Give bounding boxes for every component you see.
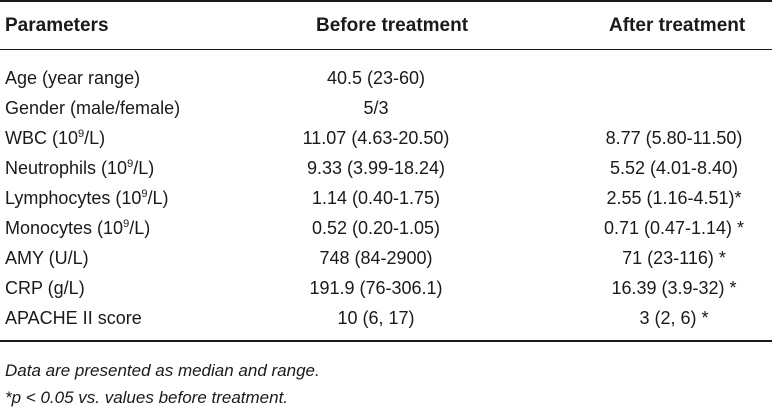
cell-parameter: Lymphocytes (109/L) — [5, 188, 169, 208]
cell-before: 10 (6, 17) — [337, 308, 415, 328]
cell-before: 40.5 (23-60) — [326, 68, 426, 88]
cell-after: 5.52 (4.01-8.40) — [609, 158, 739, 178]
cell-parameter: Neutrophils (109/L) — [5, 158, 155, 178]
cell-after: 8.77 (5.80-11.50) — [605, 128, 743, 148]
table-row-amy: AMY (U/L) 748 (84-2900) 71 (23-116) * — [0, 245, 772, 275]
unit-exponent: 9 — [123, 218, 130, 230]
cell-parameter: CRP (g/L) — [5, 278, 85, 298]
unit-exponent: 9 — [127, 158, 134, 170]
cell-after: 2.55 (1.16-4.51)* — [606, 188, 742, 208]
table-row-gender: Gender (male/female) 5/3 — [0, 95, 772, 125]
table-row-wbc: WBC (109/L) 11.07 (4.63-20.50) 8.77 (5.8… — [0, 125, 772, 155]
unit-exponent: 9 — [78, 128, 85, 140]
cell-after: 3 (2, 6) * — [639, 308, 709, 328]
cell-parameter: Age (year range) — [5, 68, 141, 88]
cell-parameter: AMY (U/L) — [5, 248, 89, 268]
table-row-apache-ii: APACHE II score 10 (6, 17) 3 (2, 6) * — [0, 305, 772, 335]
cell-parameter: Monocytes (109/L) — [5, 218, 151, 238]
table-row-crp: CRP (g/L) 191.9 (76-306.1) 16.39 (3.9-32… — [0, 275, 772, 305]
table-row-monocytes: Monocytes (109/L) 0.52 (0.20-1.05) 0.71 … — [0, 215, 772, 245]
cell-before: 9.33 (3.99-18.24) — [306, 158, 446, 178]
cell-after: 0.71 (0.47-1.14) * — [603, 218, 745, 238]
cell-before: 0.52 (0.20-1.05) — [311, 218, 441, 238]
header-after-treatment: After treatment — [609, 15, 746, 36]
table-row-lymphocytes: Lymphocytes (109/L) 1.14 (0.40-1.75) 2.5… — [0, 185, 772, 215]
cell-after: 16.39 (3.9-32) * — [611, 278, 737, 298]
cell-parameter: WBC (109/L) — [5, 128, 106, 148]
table-top-rule — [0, 0, 772, 2]
cell-parameter: APACHE II score — [5, 308, 142, 328]
table-header-rule — [0, 49, 772, 50]
footnote-median-range: Data are presented as median and range. — [5, 361, 320, 380]
table-row-neutrophils: Neutrophils (109/L) 9.33 (3.99-18.24) 5.… — [0, 155, 772, 185]
cell-before: 1.14 (0.40-1.75) — [311, 188, 441, 208]
cell-before: 748 (84-2900) — [319, 248, 433, 268]
header-before-treatment: Before treatment — [316, 15, 469, 36]
table-row-age: Age (year range) 40.5 (23-60) — [0, 65, 772, 95]
cell-after: 71 (23-116) * — [622, 248, 726, 268]
header-parameters: Parameters — [5, 15, 109, 36]
cell-before: 5/3 — [363, 98, 389, 118]
cell-before: 191.9 (76-306.1) — [309, 278, 443, 298]
cell-parameter: Gender (male/female) — [5, 98, 181, 118]
footnote-significance: *p < 0.05 vs. values before treatment. — [5, 388, 289, 407]
cell-before: 11.07 (4.63-20.50) — [302, 128, 450, 148]
table-bottom-rule — [0, 340, 772, 342]
unit-exponent: 9 — [141, 188, 148, 200]
